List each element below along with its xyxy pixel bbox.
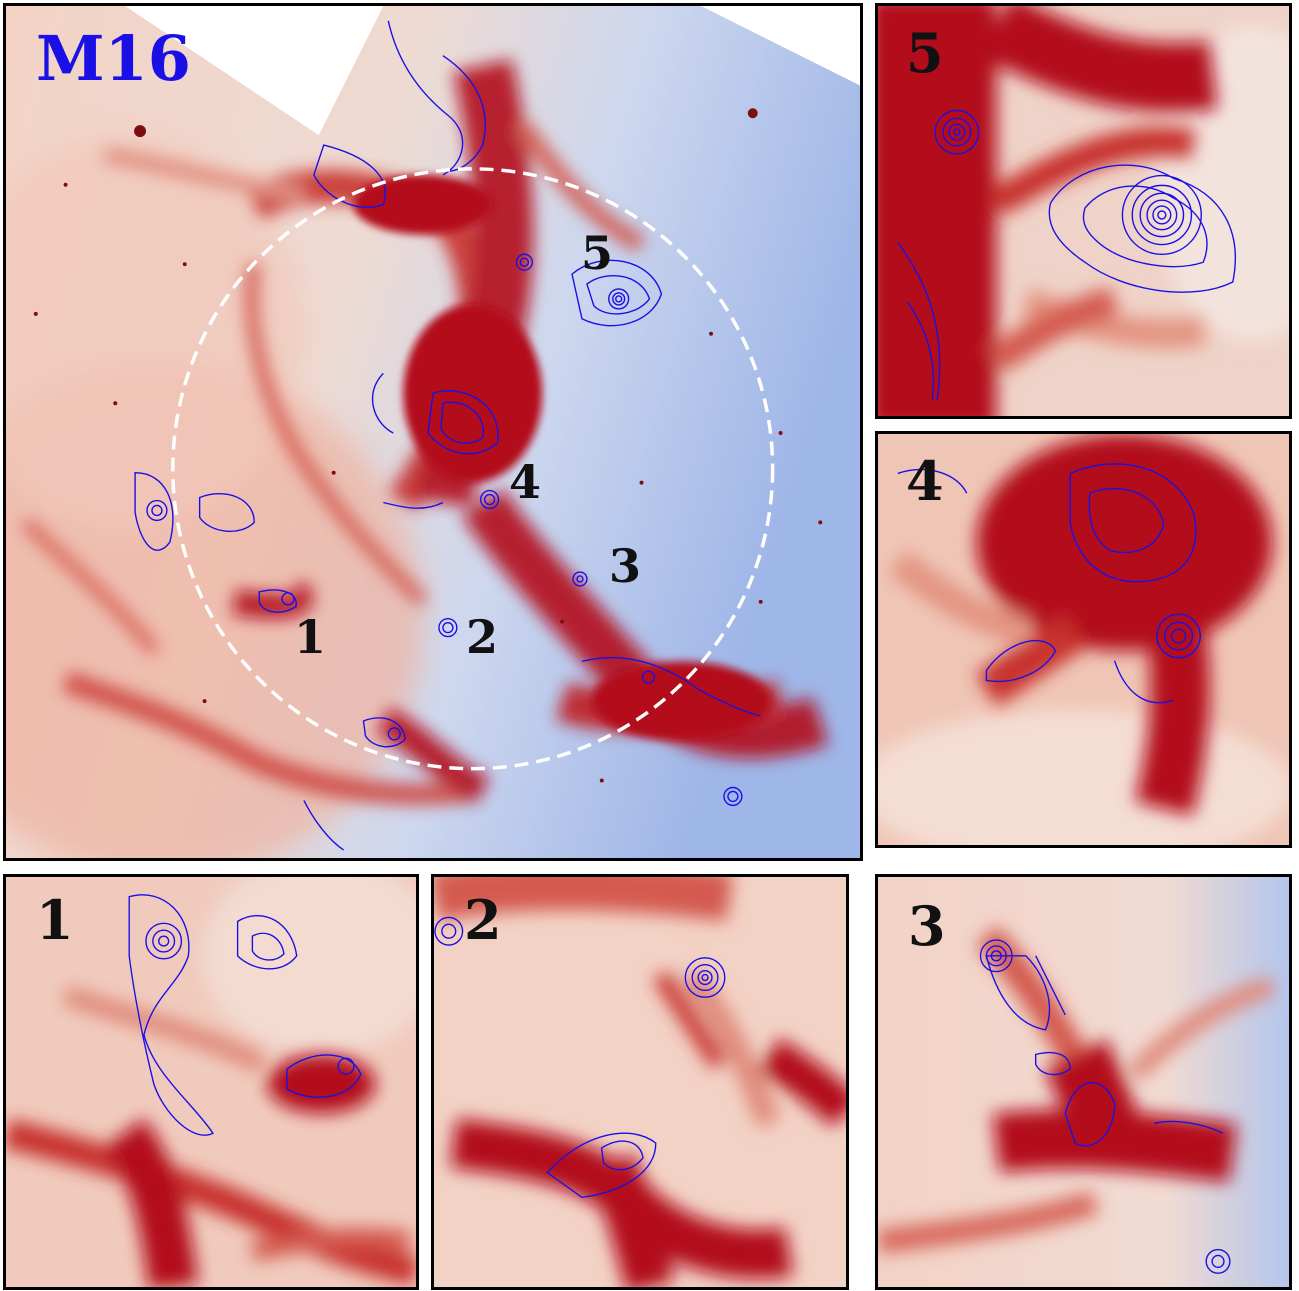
inset-panel-5: 5 (875, 3, 1292, 419)
region-label-4: 4 (509, 455, 542, 509)
inset-label-4: 4 (906, 449, 944, 513)
main-map-image (6, 6, 860, 858)
inset-label-2: 2 (464, 888, 502, 952)
region-label-3: 3 (609, 539, 642, 593)
inset-panel-1: 1 (3, 874, 419, 1290)
inset-label-1: 1 (36, 888, 74, 952)
inset-1-contours (128, 894, 362, 1136)
inset-4-contours (897, 463, 1201, 704)
inset-3-contours (979, 939, 1231, 1274)
inset-2-contours (434, 916, 726, 1199)
region-label-1: 1 (294, 610, 327, 664)
dashed-circle (171, 167, 775, 771)
inset-5-contours (897, 109, 1236, 401)
inset-image-5 (878, 6, 1289, 416)
main-map-panel: M16 1 2 3 4 5 (3, 3, 863, 861)
inset-panel-4: 4 (875, 431, 1292, 848)
map-title: M16 (36, 22, 191, 95)
region-label-5: 5 (581, 226, 614, 280)
contour-layer (134, 20, 761, 851)
inset-image-1 (6, 877, 416, 1287)
inset-image-3 (878, 877, 1289, 1287)
inset-image-4 (878, 434, 1289, 845)
inset-label-5: 5 (906, 21, 944, 85)
inset-image-2 (434, 877, 846, 1287)
inset-panel-2: 2 (431, 874, 849, 1290)
region-label-2: 2 (466, 610, 499, 664)
inset-panel-3: 3 (875, 874, 1292, 1290)
inset-label-3: 3 (908, 894, 946, 958)
star-field (33, 108, 823, 783)
no-data-region (125, 6, 384, 136)
